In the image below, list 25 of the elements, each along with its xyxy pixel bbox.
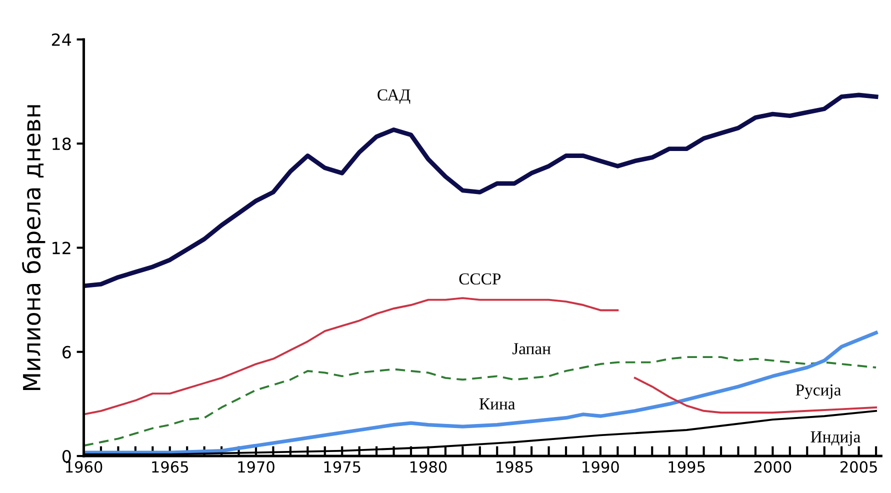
series-label: Јапан <box>512 343 551 354</box>
x-tick-label: 2005 <box>840 461 877 473</box>
y-tick-label: 12 <box>52 242 70 254</box>
y-tick-label: 6 <box>62 346 71 358</box>
y-tick-label: 0 <box>62 450 71 463</box>
line-series <box>84 356 878 447</box>
series-label: Русија <box>796 384 841 400</box>
x-tick-label: 2000 <box>754 461 792 473</box>
series-label: СССР <box>459 273 501 285</box>
line-series <box>84 297 619 416</box>
x-tick-label: 1975 <box>324 461 360 473</box>
x-tick-label: 1990 <box>582 461 619 473</box>
x-tick-label: 1970 <box>238 461 274 473</box>
x-tick-label: 1995 <box>668 461 705 473</box>
y-tick-label: 24 <box>52 33 72 46</box>
x-tick-label: 1980 <box>410 461 447 473</box>
series-label: САД <box>378 89 410 104</box>
x-tick-label: 1985 <box>496 461 532 473</box>
series-label: Индија <box>810 431 860 446</box>
y-axis-title: Милиона барела дневн <box>22 105 46 390</box>
series-label: Кина <box>479 398 516 410</box>
line-series <box>634 376 878 414</box>
x-tick-label: 1965 <box>152 461 188 473</box>
x-tick-label: 1960 <box>66 461 102 473</box>
y-tick-label: 18 <box>52 138 71 150</box>
